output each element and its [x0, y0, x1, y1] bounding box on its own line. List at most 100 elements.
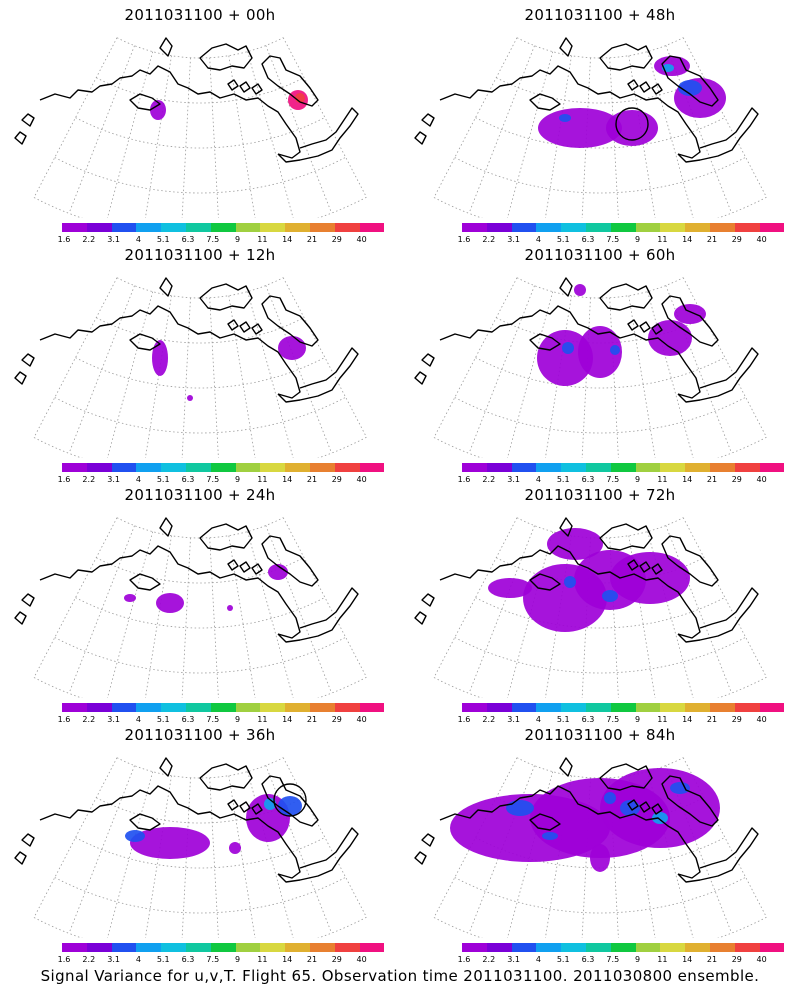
latitude-circle [116, 757, 284, 779]
variance-contour [124, 594, 136, 602]
coastline [39, 785, 301, 879]
colorbar-label: 1.6 [57, 955, 71, 964]
coastline [439, 785, 701, 879]
meridian-line [209, 537, 219, 698]
coastline [421, 833, 435, 847]
colorbar-swatch [235, 223, 261, 232]
latitude-circle [454, 636, 746, 674]
colorbar-swatch [561, 943, 586, 952]
colorbar-swatch [86, 703, 112, 712]
colorbar-swatch [185, 703, 211, 712]
colorbar-swatch [486, 463, 512, 472]
coastline [421, 593, 435, 607]
colorbar-label: 14 [282, 475, 293, 484]
variance-contour [648, 320, 692, 356]
coastline [277, 347, 359, 403]
colorbar-label: 14 [682, 235, 693, 244]
coastline [251, 803, 263, 815]
colorbar-swatch [161, 223, 186, 232]
colorbar-swatch [462, 223, 487, 232]
colorbar-swatch [334, 943, 360, 952]
meridian-line [144, 55, 172, 218]
colorbar-label: 4 [535, 955, 541, 964]
polar-map [14, 517, 367, 698]
colorbar-label: 1.6 [457, 475, 471, 484]
colorbar-swatch [62, 943, 87, 952]
meridian-line [181, 57, 191, 218]
meridian-line [282, 757, 367, 918]
colorbar-swatch [161, 463, 186, 472]
polar-map [14, 757, 367, 938]
colorbar-swatch [86, 943, 112, 952]
colorbar-swatch [111, 703, 137, 712]
colorbar-label: 14 [682, 955, 693, 964]
colorbar-label: 40 [356, 715, 367, 724]
colorbar-swatch [185, 943, 211, 952]
colorbar-swatch [709, 703, 735, 712]
colorbar-label: 9 [235, 955, 241, 964]
variance-contour [562, 342, 574, 354]
coastline [21, 353, 35, 367]
coastline [661, 535, 719, 587]
colorbar-label: 21 [706, 235, 718, 244]
colorbar-label: 11 [257, 235, 268, 244]
coastline [277, 587, 359, 643]
colorbar-swatch [285, 703, 310, 712]
colorbar-label: 11 [257, 955, 268, 964]
colorbar-swatch [309, 223, 335, 232]
colorbar-label: 2.2 [82, 955, 96, 964]
variance-contour [268, 564, 288, 580]
colorbar-swatch [610, 703, 636, 712]
colorbar-label: 6.3 [181, 955, 195, 964]
colorbar-swatch [734, 943, 760, 952]
latitude-circle [454, 876, 746, 914]
colorbar-label: 1.6 [457, 715, 471, 724]
coastline [159, 757, 173, 777]
colorbar-swatch [709, 223, 735, 232]
colorbar-label: 2.2 [482, 475, 496, 484]
forecast-panel: 2011031100 + 48h 1.6 2.2 3.1 4 5.1 6.3 7.5 9 11 14… [400, 0, 800, 244]
coastline [559, 37, 573, 57]
meridian-line [665, 525, 732, 694]
observation-circle [615, 107, 649, 141]
colorbar-swatch [185, 223, 211, 232]
latitude-circle [433, 676, 767, 698]
coastline [239, 801, 251, 813]
colorbar-label: 1.6 [457, 955, 471, 964]
colorbar-swatch [161, 703, 186, 712]
colorbar-label: 4 [135, 475, 141, 484]
colorbar-swatch [660, 223, 686, 232]
polar-map [414, 277, 767, 458]
colorbar-label: 1.6 [57, 715, 71, 724]
colorbar-label: 6.3 [581, 475, 595, 484]
colorbar-label: 1.6 [457, 235, 471, 244]
coastline [14, 371, 27, 385]
latitude-circle [54, 636, 346, 674]
colorbar-label: 7.5 [606, 475, 620, 484]
colorbar-label: 5.1 [156, 235, 170, 244]
latitude-circle [516, 517, 684, 539]
latitude-circle [54, 396, 346, 434]
coastline [227, 799, 239, 811]
colorbar-label: 3.1 [107, 475, 120, 484]
colorbar-label: 11 [657, 715, 668, 724]
latitude-circle [516, 277, 684, 299]
latitude-circle [75, 357, 326, 389]
variance-contour [564, 576, 576, 588]
colorbar-swatch [610, 943, 636, 952]
colorbar-label: 29 [331, 235, 342, 244]
coastline [39, 305, 301, 399]
coastline [239, 561, 251, 573]
latitude-circle [75, 597, 326, 629]
colorbar-label: 11 [257, 715, 268, 724]
coastline [251, 323, 263, 335]
colorbar-swatch [62, 223, 87, 232]
forecast-panel: 2011031100 + 00h 1.6 2.2 3.1 4 5.1 6.3 7.5 9 11 14… [0, 0, 400, 244]
colorbar-label: 9 [635, 235, 641, 244]
colorbar-label: 4 [135, 955, 141, 964]
forecast-panel: 2011031100 + 84h 1.6 2.2 3.1 4 5.1 6.3 7.5 9 11 14… [400, 720, 800, 964]
figure-caption: Signal Variance for u,v,T. Flight 65. Ob… [40, 967, 760, 985]
colorbar-label: 7.5 [606, 235, 620, 244]
coastline [277, 827, 359, 883]
coastline [414, 611, 427, 625]
